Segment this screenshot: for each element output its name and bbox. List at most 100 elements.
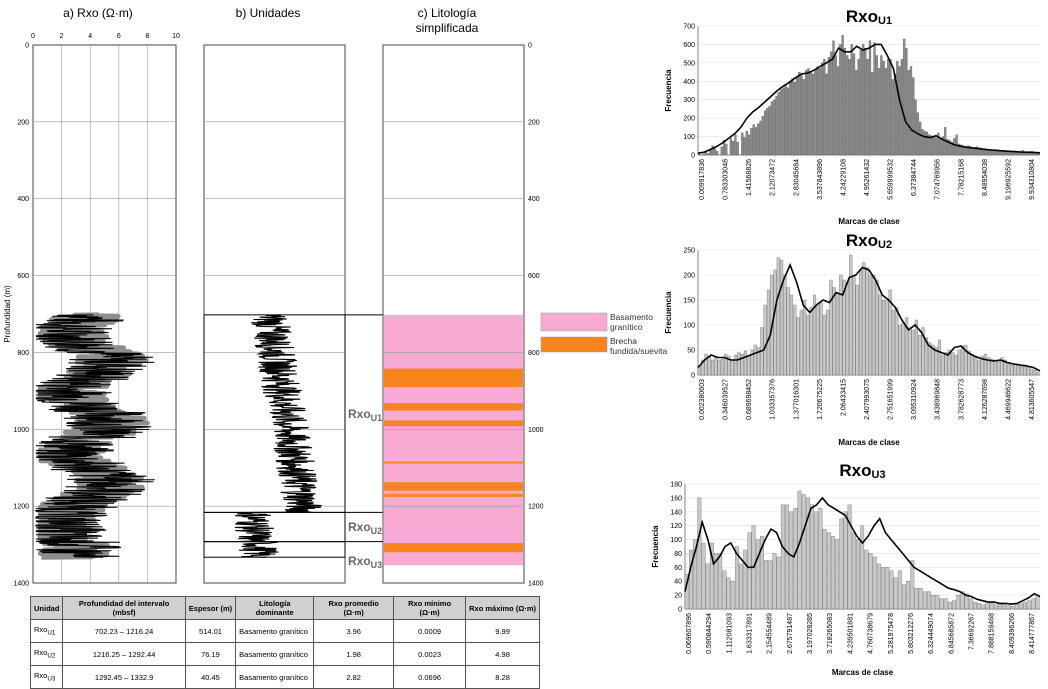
hist-x-tick-label: 7.78215168 bbox=[958, 159, 965, 196]
hist-bar bbox=[852, 53, 856, 156]
hist-y-tick-label: 500 bbox=[683, 60, 695, 67]
hist-x-tick-label: 1.112081093 bbox=[726, 613, 733, 653]
hist-bar bbox=[957, 349, 961, 376]
hist-bar bbox=[689, 549, 693, 610]
hist-bar bbox=[717, 359, 721, 376]
hist-bar bbox=[924, 337, 928, 376]
cell-lithology: Basamento granítico bbox=[235, 642, 315, 666]
hist-x-tick-label: 8.414777867 bbox=[1029, 613, 1036, 654]
hist-bar bbox=[701, 542, 706, 610]
hist-y-tick-label: 0 bbox=[678, 607, 682, 614]
hist-bar bbox=[1018, 603, 1023, 610]
hist-bar bbox=[1029, 368, 1034, 376]
panel-b-frame bbox=[203, 44, 346, 584]
hist-bar bbox=[967, 350, 971, 376]
hist-bar bbox=[848, 59, 851, 156]
hist-bar bbox=[864, 47, 867, 156]
hist-bar bbox=[750, 349, 754, 376]
hist-bar bbox=[882, 60, 885, 156]
rxo-log-trace bbox=[33, 314, 155, 558]
hist-bar bbox=[720, 358, 724, 376]
depth-tick-label: 400 bbox=[17, 196, 29, 203]
lithology-breccia-band bbox=[384, 420, 523, 427]
hist-bar bbox=[734, 546, 739, 610]
lithology-breccia-band bbox=[384, 543, 523, 553]
hist-bar bbox=[980, 355, 984, 376]
hist-bar bbox=[722, 570, 727, 610]
hist-xlabel: Marcas de clase bbox=[838, 438, 900, 447]
hist-bar bbox=[697, 497, 702, 610]
hist-y-tick-label: 120 bbox=[670, 523, 682, 530]
hist-bar bbox=[806, 314, 810, 376]
hist-bar bbox=[891, 79, 894, 156]
hist-bar bbox=[1033, 369, 1037, 376]
hist-bar bbox=[944, 352, 948, 376]
hist-bar bbox=[976, 146, 979, 156]
hist-bar bbox=[966, 145, 970, 156]
cell-max: 4.98 bbox=[465, 642, 540, 666]
hist-bar bbox=[718, 553, 723, 610]
hist-bar bbox=[768, 560, 773, 610]
hist-bar bbox=[850, 44, 853, 156]
depth-tick-label-right: 1000 bbox=[528, 427, 544, 434]
hist-y-tick-label: 100 bbox=[683, 134, 695, 141]
panel-b-title: b) Unidades bbox=[236, 6, 301, 20]
unit-label-u3: RxoU3 bbox=[348, 554, 382, 570]
hist-bar bbox=[875, 55, 878, 156]
hist-bar bbox=[829, 279, 833, 376]
table-row: RxoU2 1216.25 – 1292.44 76.19 Basamento … bbox=[29, 642, 540, 666]
hist-x-tick-label: 1.633317891 bbox=[747, 613, 754, 654]
hist-bar bbox=[1003, 359, 1007, 376]
hist-x-tick-label: 2.12073472 bbox=[770, 159, 777, 196]
x-tick-label: 0 bbox=[31, 33, 35, 40]
hist-x-tick-label: 3.197028285 bbox=[807, 613, 814, 654]
table-row: RxoU1 702.23 – 1216.24 514.01 Basamento … bbox=[29, 619, 540, 643]
hist-x-tick-label: 4.813605547 bbox=[1029, 379, 1036, 420]
hist-bar bbox=[763, 110, 767, 156]
hist-bar bbox=[857, 59, 860, 156]
hist-bar bbox=[752, 124, 755, 156]
hist-bar bbox=[847, 504, 852, 610]
hist-x-tick-label: 2.154554489 bbox=[767, 613, 774, 654]
hist-bar bbox=[881, 567, 885, 610]
hist-x-tick-label: 9.196925592 bbox=[1005, 159, 1012, 200]
hist-bar bbox=[757, 123, 760, 156]
hist-bar bbox=[782, 87, 785, 156]
hist-bar bbox=[993, 359, 997, 376]
hist-bar bbox=[736, 141, 739, 156]
hist-bar bbox=[793, 82, 796, 156]
cell-thickness: 76.19 bbox=[184, 642, 237, 666]
cell-unit: RxoU2 bbox=[29, 642, 64, 666]
hist-bar bbox=[925, 131, 929, 156]
hist-bar bbox=[772, 553, 777, 610]
hist-bar bbox=[729, 138, 733, 156]
hist-y-tick-label: 50 bbox=[687, 348, 695, 355]
hist-bar bbox=[760, 535, 764, 610]
hist-x-tick-label: 0.346039527 bbox=[723, 379, 730, 420]
hist-bar bbox=[724, 353, 728, 376]
hist-bar bbox=[822, 528, 827, 610]
hist-bar bbox=[786, 87, 790, 156]
hist-bar bbox=[932, 136, 935, 156]
panel-c-title-line2: simplificada bbox=[416, 21, 479, 35]
hist-bar bbox=[800, 75, 803, 156]
hist-bar bbox=[943, 598, 948, 610]
hist-bar bbox=[1020, 365, 1024, 376]
cell-min: 0.0023 bbox=[392, 642, 467, 666]
hist-bar bbox=[803, 299, 807, 376]
col-header-max: Rxo máximo (Ω·m) bbox=[465, 596, 540, 620]
hist-bar bbox=[775, 95, 778, 156]
hist-bar bbox=[921, 327, 925, 376]
hist-x-tick-label: 8.48954038 bbox=[982, 159, 989, 196]
cell-max: 8.28 bbox=[465, 665, 540, 689]
cell-unit: RxoU1 bbox=[29, 619, 64, 643]
hist-bar bbox=[868, 274, 872, 376]
hist-bar bbox=[743, 137, 746, 156]
hist-bar bbox=[903, 38, 906, 156]
hist-x-tick-label: 0.590844294 bbox=[706, 613, 713, 654]
hist-bar bbox=[740, 353, 744, 376]
hist-bar bbox=[928, 134, 931, 156]
hist-x-tick-label: 7.36692267 bbox=[968, 613, 975, 650]
hist-bar bbox=[868, 40, 872, 156]
hist-x-tick-label: 4.24229108 bbox=[840, 159, 847, 196]
